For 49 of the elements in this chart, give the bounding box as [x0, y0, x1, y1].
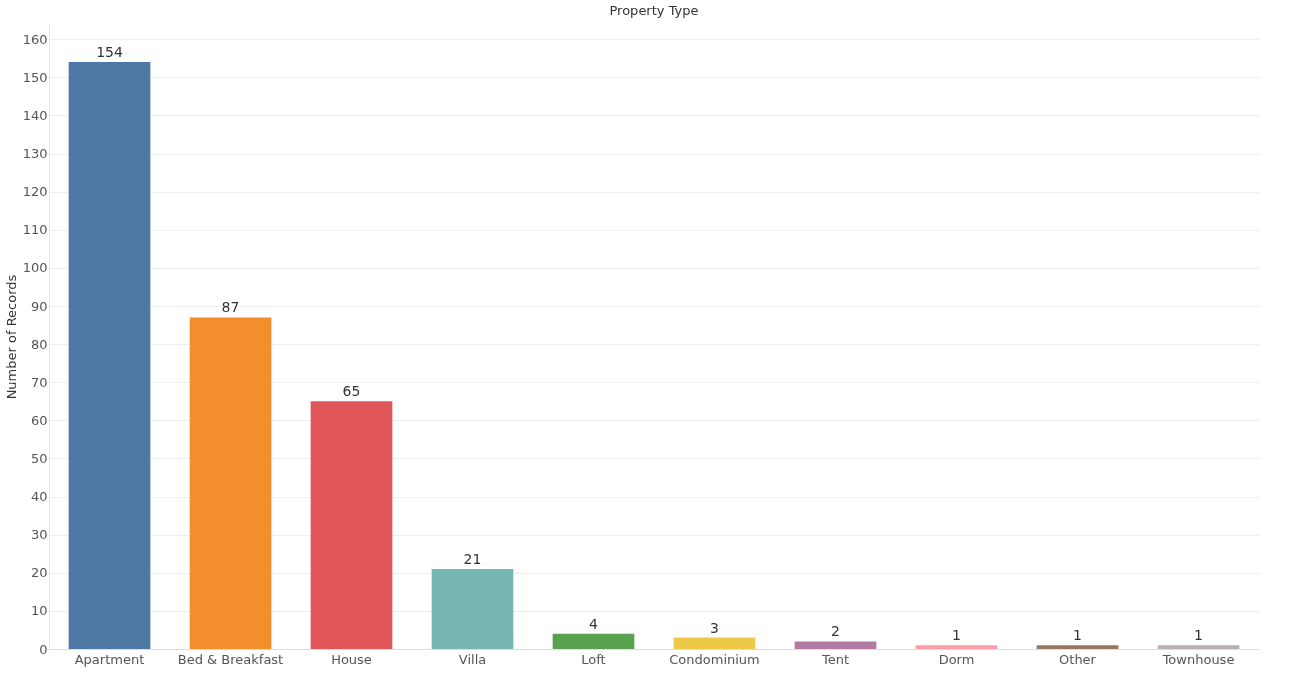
- x-tick-label: Tent: [820, 651, 850, 667]
- y-tick-label: 50: [30, 450, 48, 466]
- data-label: 1: [952, 627, 961, 644]
- data-label: 87: [221, 299, 240, 316]
- y-tick-label: 150: [22, 69, 48, 85]
- x-tick-label: House: [331, 651, 372, 667]
- y-tick-label: 40: [30, 489, 48, 505]
- x-tick-label: Condominium: [669, 651, 760, 667]
- y-tick-label: 20: [30, 565, 48, 581]
- bar: [1036, 645, 1119, 649]
- y-tick-label: 140: [22, 107, 48, 123]
- x-tick-label: Villa: [458, 651, 487, 667]
- bar: [431, 568, 514, 649]
- x-tick-label: Bed & Breakfast: [177, 651, 284, 667]
- y-tick-label: 30: [30, 527, 48, 543]
- data-label: 154: [96, 44, 123, 61]
- chart-title: Property Type: [609, 3, 699, 18]
- data-label: 1: [1073, 627, 1082, 644]
- data-label: 3: [710, 619, 719, 636]
- y-tick-label: 70: [30, 374, 48, 390]
- data-label: 65: [342, 383, 361, 400]
- y-tick-label: 100: [22, 260, 48, 276]
- bar: [310, 401, 393, 649]
- data-label: 21: [463, 550, 482, 567]
- data-label: 4: [589, 615, 599, 632]
- bar: [794, 641, 877, 649]
- bar: [189, 317, 272, 649]
- y-tick-label: 10: [30, 603, 48, 619]
- y-tick-label: 90: [30, 298, 48, 314]
- y-tick-label: 110: [22, 222, 48, 238]
- y-tick-label: 120: [22, 184, 48, 200]
- data-label: 1: [1194, 627, 1203, 644]
- x-tick-label: Townhouse: [1161, 651, 1235, 667]
- bar: [673, 637, 756, 649]
- y-tick-label: 160: [22, 31, 48, 47]
- bar: [1157, 645, 1240, 649]
- x-tick-label: Apartment: [74, 651, 145, 667]
- x-tick-label: Dorm: [938, 651, 975, 667]
- bar: [552, 633, 635, 649]
- bar: [68, 62, 151, 649]
- y-tick-label: 80: [30, 336, 48, 352]
- y-tick-label: 0: [39, 641, 48, 657]
- y-axis-title: Number of Records: [3, 274, 19, 400]
- y-tick-label: 130: [22, 146, 48, 162]
- data-label: 2: [831, 623, 840, 640]
- x-tick-label: Other: [1059, 651, 1097, 667]
- bar: [915, 645, 998, 649]
- x-tick-label: Loft: [581, 651, 606, 667]
- y-tick-label: 60: [30, 412, 48, 428]
